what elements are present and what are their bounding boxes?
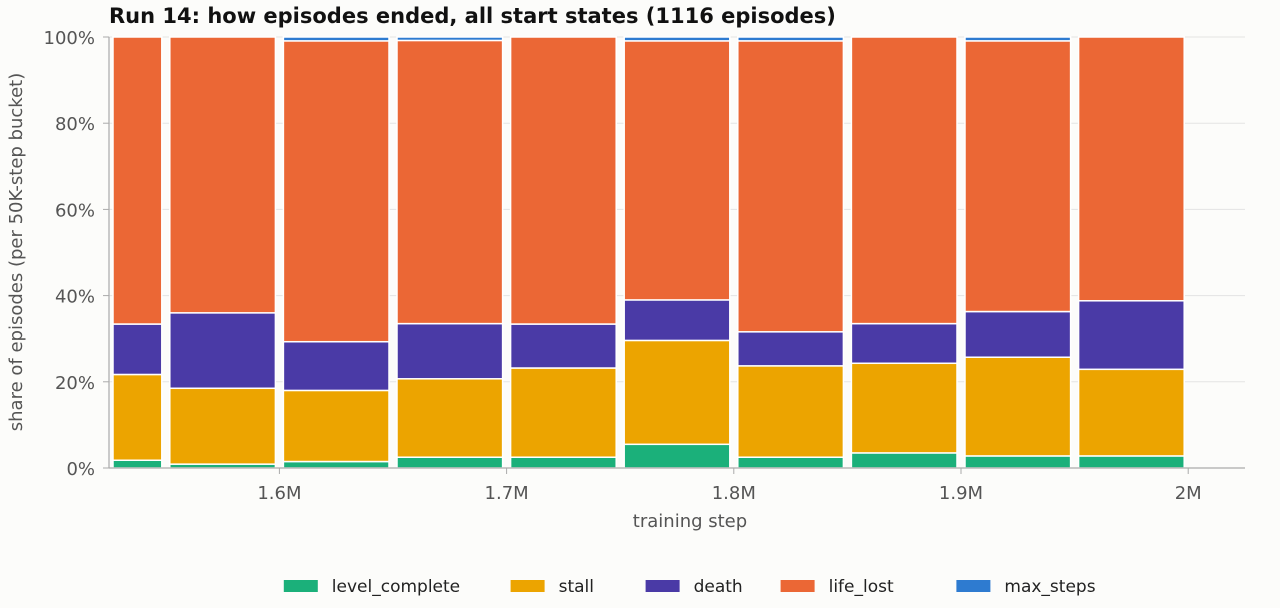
bar-segment-stall bbox=[396, 378, 504, 458]
bar-segment-level-complete bbox=[282, 460, 390, 469]
bar-segment-level-complete bbox=[1077, 455, 1185, 469]
legend-swatch bbox=[510, 580, 545, 592]
y-tick-label: 80% bbox=[55, 114, 95, 135]
legend-swatch bbox=[645, 580, 680, 592]
legend-item-max-steps: max_steps bbox=[956, 577, 1096, 597]
bar-segment-max-steps bbox=[964, 36, 1072, 42]
bar-segment-stall bbox=[737, 365, 845, 458]
bar-segment-life-lost bbox=[850, 36, 958, 325]
legend-label: death bbox=[694, 577, 743, 597]
y-axis-label: share of episodes (per 50K-step bucket) bbox=[6, 73, 27, 431]
bar-segment-level-complete bbox=[112, 459, 163, 469]
y-tick-label: 60% bbox=[55, 200, 95, 221]
bar-segment-death bbox=[112, 323, 163, 376]
bar-segment-life-lost bbox=[509, 36, 617, 325]
bar-segment-level-complete bbox=[964, 455, 1072, 469]
axes bbox=[108, 37, 1245, 469]
bar-segment-level-complete bbox=[623, 443, 731, 469]
legend-swatch bbox=[956, 580, 991, 592]
legend-item-level-complete: level_complete bbox=[283, 577, 460, 597]
x-tick-label: 1.9M bbox=[939, 483, 983, 504]
bar-segment-stall bbox=[1077, 368, 1185, 457]
bar-segment-stall bbox=[850, 362, 958, 454]
bar-segment-death bbox=[623, 299, 731, 342]
legend-item-death: death bbox=[645, 577, 743, 597]
bar-segment-life-lost bbox=[169, 36, 277, 314]
bar-segment-death bbox=[169, 312, 277, 390]
bar-segment-level-complete bbox=[850, 452, 958, 469]
bar-segment-level-complete bbox=[396, 456, 504, 469]
bar-segment-death bbox=[509, 323, 617, 369]
legend-label: max_steps bbox=[1004, 577, 1095, 597]
bar-segment-stall bbox=[964, 356, 1072, 457]
x-tick-label: 1.8M bbox=[712, 483, 756, 504]
bar-segment-level-complete bbox=[737, 456, 845, 469]
bar-segment-level-complete bbox=[509, 456, 617, 469]
bar-segment-life-lost bbox=[737, 40, 845, 333]
legend: level_complete stall death life_lost max_ste… bbox=[283, 577, 1096, 597]
bar-segment-stall bbox=[169, 387, 277, 465]
bar-segment-life-lost bbox=[623, 40, 731, 301]
bar-segment-death bbox=[1077, 300, 1185, 371]
bar-segment-stall bbox=[623, 339, 731, 446]
x-tick-label: 2M bbox=[1175, 483, 1202, 504]
bar-segment-life-lost bbox=[282, 40, 390, 343]
bar-segment-max-steps bbox=[282, 36, 390, 42]
y-tick-label: 40% bbox=[55, 287, 95, 308]
bar-segment-stall bbox=[112, 373, 163, 461]
bar-segment-life-lost bbox=[396, 39, 504, 325]
bar-segment-death bbox=[964, 310, 1072, 358]
x-axis-label: training step bbox=[633, 511, 747, 532]
y-tick-label: 100% bbox=[44, 28, 95, 49]
bar-segment-death bbox=[737, 331, 845, 367]
y-tick-label: 0% bbox=[66, 459, 95, 480]
legend-label: life_lost bbox=[829, 577, 894, 597]
legend-item-life-lost: life_lost bbox=[780, 577, 894, 597]
y-tick-label: 20% bbox=[55, 373, 95, 394]
legend-swatch bbox=[283, 580, 318, 592]
bar-segment-death bbox=[396, 322, 504, 380]
bar-segment-stall bbox=[282, 389, 390, 463]
ticks: 0% 20% 40% 60% 80% 100% 1.6M 1.7M 1.8M 1.9M 2M bbox=[44, 28, 1202, 504]
bar-segment-death bbox=[282, 340, 390, 392]
legend-item-stall: stall bbox=[510, 577, 594, 597]
x-tick-label: 1.7M bbox=[485, 483, 529, 504]
bar-segment-max-steps bbox=[737, 36, 845, 42]
legend-swatch bbox=[780, 580, 815, 592]
bar-segment-max-steps bbox=[396, 36, 504, 42]
bar-segment-life-lost bbox=[1077, 36, 1185, 302]
chart-title: Run 14: how episodes ended, all start st… bbox=[109, 4, 836, 28]
legend-label: level_complete bbox=[332, 577, 460, 597]
bar-segment-death bbox=[850, 322, 958, 365]
bar-segment-stall bbox=[509, 367, 617, 458]
legend-label: stall bbox=[559, 577, 594, 597]
bar-segment-life-lost bbox=[112, 36, 163, 325]
bars bbox=[112, 36, 1185, 469]
bar-segment-max-steps bbox=[623, 36, 731, 42]
x-tick-label: 1.6M bbox=[257, 483, 301, 504]
bar-segment-life-lost bbox=[964, 40, 1072, 313]
